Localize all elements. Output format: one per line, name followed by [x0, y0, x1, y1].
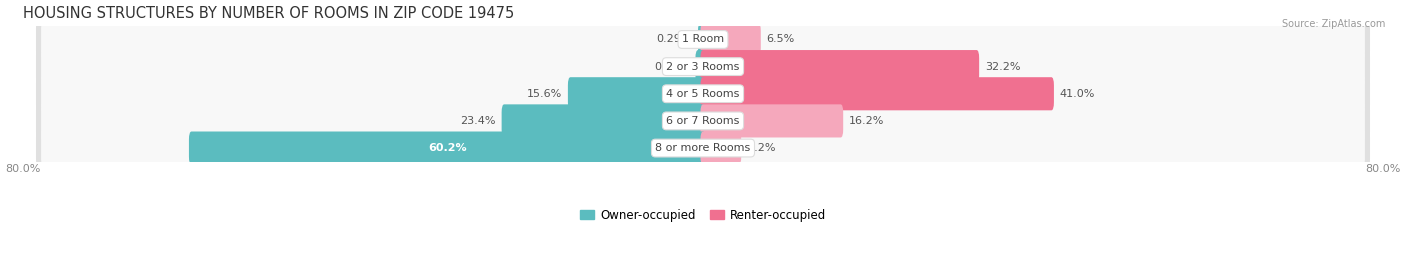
Text: Source: ZipAtlas.com: Source: ZipAtlas.com [1281, 19, 1385, 29]
FancyBboxPatch shape [41, 128, 1365, 169]
Text: 23.4%: 23.4% [460, 116, 496, 126]
FancyBboxPatch shape [502, 104, 706, 137]
Text: HOUSING STRUCTURES BY NUMBER OF ROOMS IN ZIP CODE 19475: HOUSING STRUCTURES BY NUMBER OF ROOMS IN… [24, 6, 515, 20]
FancyBboxPatch shape [41, 100, 1365, 141]
Text: 6.5%: 6.5% [766, 34, 794, 44]
FancyBboxPatch shape [37, 124, 1369, 172]
FancyBboxPatch shape [37, 70, 1369, 118]
FancyBboxPatch shape [568, 77, 706, 110]
FancyBboxPatch shape [700, 104, 844, 137]
FancyBboxPatch shape [188, 132, 706, 165]
FancyBboxPatch shape [41, 73, 1365, 114]
FancyBboxPatch shape [696, 50, 706, 83]
Text: 8 or more Rooms: 8 or more Rooms [655, 143, 751, 153]
Text: 4.2%: 4.2% [747, 143, 776, 153]
Text: 60.2%: 60.2% [427, 143, 467, 153]
Text: 41.0%: 41.0% [1060, 89, 1095, 99]
Text: 0.59%: 0.59% [654, 62, 689, 72]
FancyBboxPatch shape [41, 19, 1365, 60]
FancyBboxPatch shape [41, 46, 1365, 87]
Legend: Owner-occupied, Renter-occupied: Owner-occupied, Renter-occupied [575, 204, 831, 226]
Text: 2 or 3 Rooms: 2 or 3 Rooms [666, 62, 740, 72]
FancyBboxPatch shape [697, 23, 706, 56]
FancyBboxPatch shape [700, 132, 741, 165]
FancyBboxPatch shape [700, 23, 761, 56]
Text: 4 or 5 Rooms: 4 or 5 Rooms [666, 89, 740, 99]
Text: 0.29%: 0.29% [657, 34, 692, 44]
Text: 32.2%: 32.2% [986, 62, 1021, 72]
FancyBboxPatch shape [700, 50, 979, 83]
Text: 16.2%: 16.2% [849, 116, 884, 126]
Text: 1 Room: 1 Room [682, 34, 724, 44]
Text: 15.6%: 15.6% [527, 89, 562, 99]
FancyBboxPatch shape [37, 97, 1369, 145]
FancyBboxPatch shape [37, 43, 1369, 90]
FancyBboxPatch shape [37, 16, 1369, 63]
FancyBboxPatch shape [700, 77, 1054, 110]
Text: 6 or 7 Rooms: 6 or 7 Rooms [666, 116, 740, 126]
